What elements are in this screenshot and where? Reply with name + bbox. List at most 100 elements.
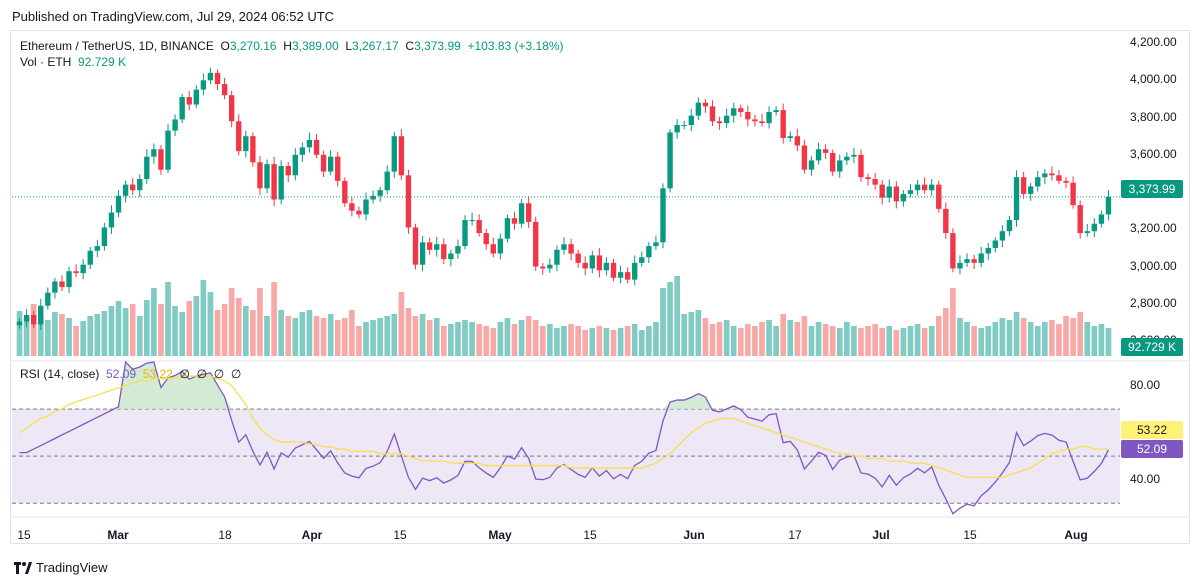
candle-body: [115, 195, 122, 213]
price-tick-label: 3,800.00: [1130, 109, 1177, 124]
volume-bar: [462, 320, 468, 356]
candle-body: [87, 250, 93, 265]
price-tag: 3,373.99: [1121, 180, 1183, 198]
candle-body: [186, 97, 192, 105]
rsi-label[interactable]: RSI (14, close): [20, 367, 100, 381]
nan-value: ∅: [179, 367, 190, 381]
volume-bar: [978, 328, 985, 356]
volume-bar: [115, 301, 122, 356]
volume-value: 92.729 K: [78, 55, 127, 69]
time-tick-label: 18: [218, 528, 232, 542]
low-label: L: [345, 39, 353, 53]
low-value: 3,267.17: [352, 39, 399, 53]
volume-bar: [455, 322, 461, 356]
volume-bar: [752, 326, 758, 356]
candle-body: [122, 184, 129, 196]
candle-body: [476, 220, 482, 234]
candle-body: [243, 136, 249, 152]
symbol-label[interactable]: Ethereum / TetherUS, 1D, BINANCE: [20, 39, 214, 53]
volume-bar: [30, 304, 37, 356]
volume-bar: [221, 304, 228, 356]
price-tick-label: 4,000.00: [1130, 72, 1177, 87]
candle-body: [865, 177, 871, 180]
volume-legend: Vol · ETH 92.729 K: [20, 55, 126, 69]
brand-name: TradingView: [36, 560, 108, 575]
ohlc-legend: Ethereum / TetherUS, 1D, BINANCE O3,270.…: [20, 38, 564, 55]
candle-body: [872, 179, 878, 185]
volume-bar: [511, 324, 518, 356]
volume-bar: [667, 282, 673, 356]
volume-bar: [349, 310, 355, 356]
volume-bar: [469, 322, 475, 356]
candle-body: [469, 220, 475, 222]
volume-bar: [561, 326, 567, 356]
volume-bar: [363, 322, 369, 356]
volume-bar: [836, 328, 843, 356]
candle-body: [108, 212, 115, 228]
volume-bar: [822, 324, 829, 356]
candle-body: [405, 175, 412, 228]
rsi-tick-label: 80.00: [1130, 377, 1161, 392]
volume-bar: [108, 306, 115, 356]
time-tick-label: 15: [17, 528, 31, 542]
candle-body: [483, 233, 489, 245]
volume-bar: [1098, 324, 1105, 356]
volume-bar: [525, 316, 532, 356]
volume-bar: [716, 322, 723, 356]
volume-bar: [773, 326, 779, 356]
volume-bar: [745, 324, 751, 356]
candle-body: [349, 203, 355, 211]
candle-body: [455, 246, 461, 254]
candle-body: [745, 111, 751, 120]
time-tick-label: 17: [788, 528, 802, 542]
candle-body: [1035, 177, 1041, 187]
candle-body: [158, 149, 164, 170]
candle-body: [214, 72, 221, 85]
candle-body: [929, 184, 935, 191]
volume-bar: [440, 326, 447, 356]
candle-body: [603, 262, 610, 271]
volume-bar: [950, 288, 956, 356]
candle-body: [320, 154, 327, 172]
candle-body: [151, 149, 157, 157]
candle-body: [1077, 205, 1083, 234]
candle-body: [837, 160, 843, 172]
candle-body: [596, 255, 603, 271]
volume-bar: [617, 328, 624, 356]
tradingview-logo-icon: [14, 561, 32, 574]
volume-bar: [158, 304, 164, 356]
volume-bar: [808, 326, 815, 356]
volume-label[interactable]: Vol · ETH: [20, 55, 72, 69]
candle-body: [59, 281, 65, 288]
candle-body: [907, 190, 914, 194]
volume-bar: [723, 320, 730, 356]
candle-body: [419, 242, 426, 265]
candle-body: [879, 184, 885, 198]
volume-bar: [66, 318, 72, 356]
candle-body: [787, 136, 793, 139]
volume-bar: [391, 314, 398, 356]
candle-body: [30, 315, 37, 325]
candle-body: [342, 180, 348, 204]
candle-body: [306, 139, 313, 148]
candle-body: [702, 102, 709, 107]
candle-body: [1056, 175, 1062, 181]
volume-bar: [129, 304, 136, 356]
candle-body: [985, 247, 991, 254]
close-value: 3,373.99: [414, 39, 461, 53]
time-tick-label: 15: [583, 528, 597, 542]
time-tick-label: 15: [963, 528, 977, 542]
candle-body: [752, 119, 758, 122]
candle-body: [731, 108, 737, 116]
volume-bar: [539, 326, 546, 356]
candle-body: [681, 125, 687, 127]
price-tick-label: 3,200.00: [1130, 221, 1177, 236]
volume-bar: [264, 316, 270, 356]
candle-body: [66, 271, 72, 288]
volume-bar: [200, 280, 207, 356]
candle-body: [426, 242, 433, 250]
candle-body: [738, 108, 744, 112]
candle-body: [1042, 173, 1048, 178]
volume-bar: [943, 308, 949, 356]
